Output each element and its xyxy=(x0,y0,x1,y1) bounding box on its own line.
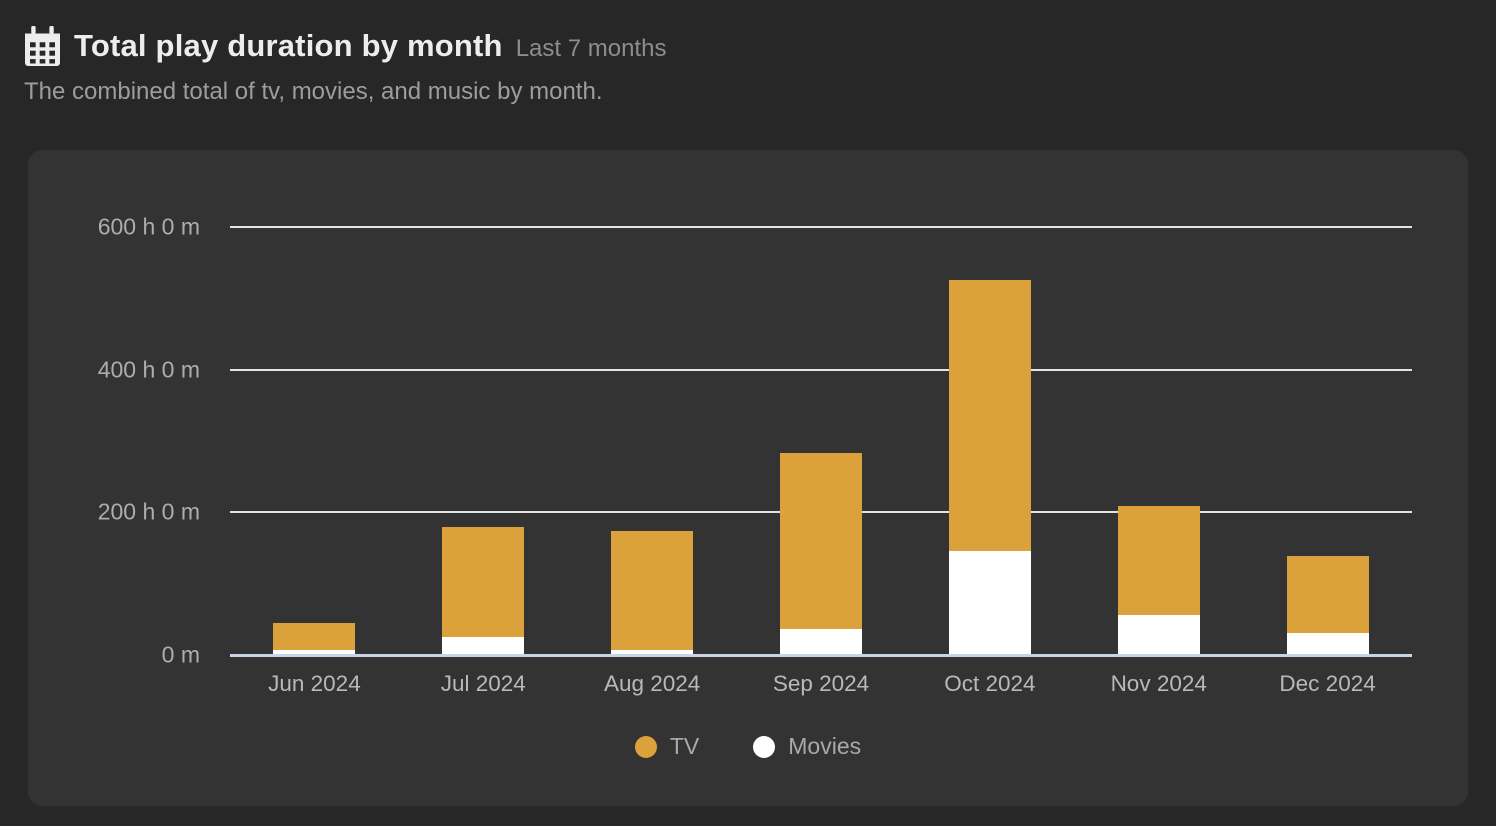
legend-label: TV xyxy=(669,733,700,759)
stacked-bar-dec-2024 xyxy=(1286,555,1369,654)
bar-segment-tv[interactable] xyxy=(948,280,1031,551)
bar-segment-movies[interactable] xyxy=(1117,614,1200,654)
legend-item-tv[interactable]: TV xyxy=(634,733,700,760)
bar-slot-dec-2024 xyxy=(1243,227,1412,654)
legend-dot-tv xyxy=(634,735,657,758)
bar-slot-jul-2024 xyxy=(399,227,568,654)
bar-segment-movies[interactable] xyxy=(273,649,356,654)
stacked-bar-nov-2024 xyxy=(1117,505,1200,654)
bar-segment-tv[interactable] xyxy=(1117,505,1200,615)
chart-legend: TV Movies xyxy=(28,733,1468,760)
bars-container xyxy=(230,227,1412,654)
stacked-bar-oct-2024 xyxy=(948,280,1031,654)
bar-segment-tv[interactable] xyxy=(442,527,525,637)
bar-slot-oct-2024 xyxy=(905,227,1074,654)
bar-slot-nov-2024 xyxy=(1074,227,1243,654)
page-title: Total play duration by month xyxy=(74,28,503,63)
period-badge: Last 7 months xyxy=(515,35,667,62)
chart-header: Total play duration by month Last 7 mont… xyxy=(0,0,1496,66)
bar-slot-jun-2024 xyxy=(230,227,399,654)
stacked-bar-jun-2024 xyxy=(273,623,356,654)
gridline xyxy=(230,368,1412,371)
x-tick-label: Jul 2024 xyxy=(440,671,526,696)
bar-segment-tv[interactable] xyxy=(1286,555,1369,633)
x-tick-label: Aug 2024 xyxy=(603,671,701,696)
bar-slot-sep-2024 xyxy=(737,227,906,654)
y-tick-label: 400 h 0 m xyxy=(97,356,200,383)
bar-slot-aug-2024 xyxy=(568,227,737,654)
bar-segment-tv[interactable] xyxy=(780,452,862,630)
bar-segment-movies[interactable] xyxy=(611,649,694,654)
stacked-bar-jul-2024 xyxy=(442,527,525,654)
y-tick-label: 200 h 0 m xyxy=(97,498,200,525)
x-tick-label: Sep 2024 xyxy=(772,671,870,696)
gridline xyxy=(230,226,1412,228)
bar-segment-movies[interactable] xyxy=(780,629,862,654)
calendar-icon xyxy=(25,26,60,66)
x-tick-label: Oct 2024 xyxy=(944,671,1036,696)
legend-item-movies[interactable]: Movies xyxy=(753,733,861,760)
x-tick-label: Nov 2024 xyxy=(1110,671,1207,696)
x-tick-label: Jun 2024 xyxy=(268,671,361,696)
plot-area: 600 h 0 m 400 h 0 m 200 h 0 m 0 m xyxy=(98,214,1412,668)
bar-segment-movies[interactable] xyxy=(1286,632,1369,654)
stacked-bar-sep-2024 xyxy=(780,452,862,654)
bar-segment-movies[interactable] xyxy=(442,636,525,654)
x-axis-line xyxy=(230,654,1412,657)
chart-subtitle: The combined total of tv, movies, and mu… xyxy=(24,78,603,105)
legend-dot-movies xyxy=(753,735,776,758)
y-tick-label: 0 m xyxy=(161,641,200,668)
bar-segment-tv[interactable] xyxy=(611,530,694,650)
x-axis-labels: Jun 2024 Jul 2024 Aug 2024 Sep 2024 Oct 2024… xyxy=(230,671,1412,697)
y-tick-label: 600 h 0 m xyxy=(97,213,200,240)
x-tick-label: Dec 2024 xyxy=(1279,671,1376,696)
legend-label: Movies xyxy=(788,733,862,759)
bar-segment-movies[interactable] xyxy=(948,550,1031,654)
bar-segment-tv[interactable] xyxy=(273,623,356,650)
stacked-bar-aug-2024 xyxy=(611,530,694,654)
